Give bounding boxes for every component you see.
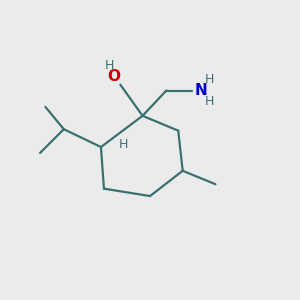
Text: O: O: [107, 69, 120, 84]
Text: H: H: [205, 95, 214, 108]
Text: H: H: [105, 59, 115, 72]
Text: N: N: [195, 83, 208, 98]
Text: H: H: [118, 138, 128, 151]
Text: H: H: [205, 73, 214, 86]
